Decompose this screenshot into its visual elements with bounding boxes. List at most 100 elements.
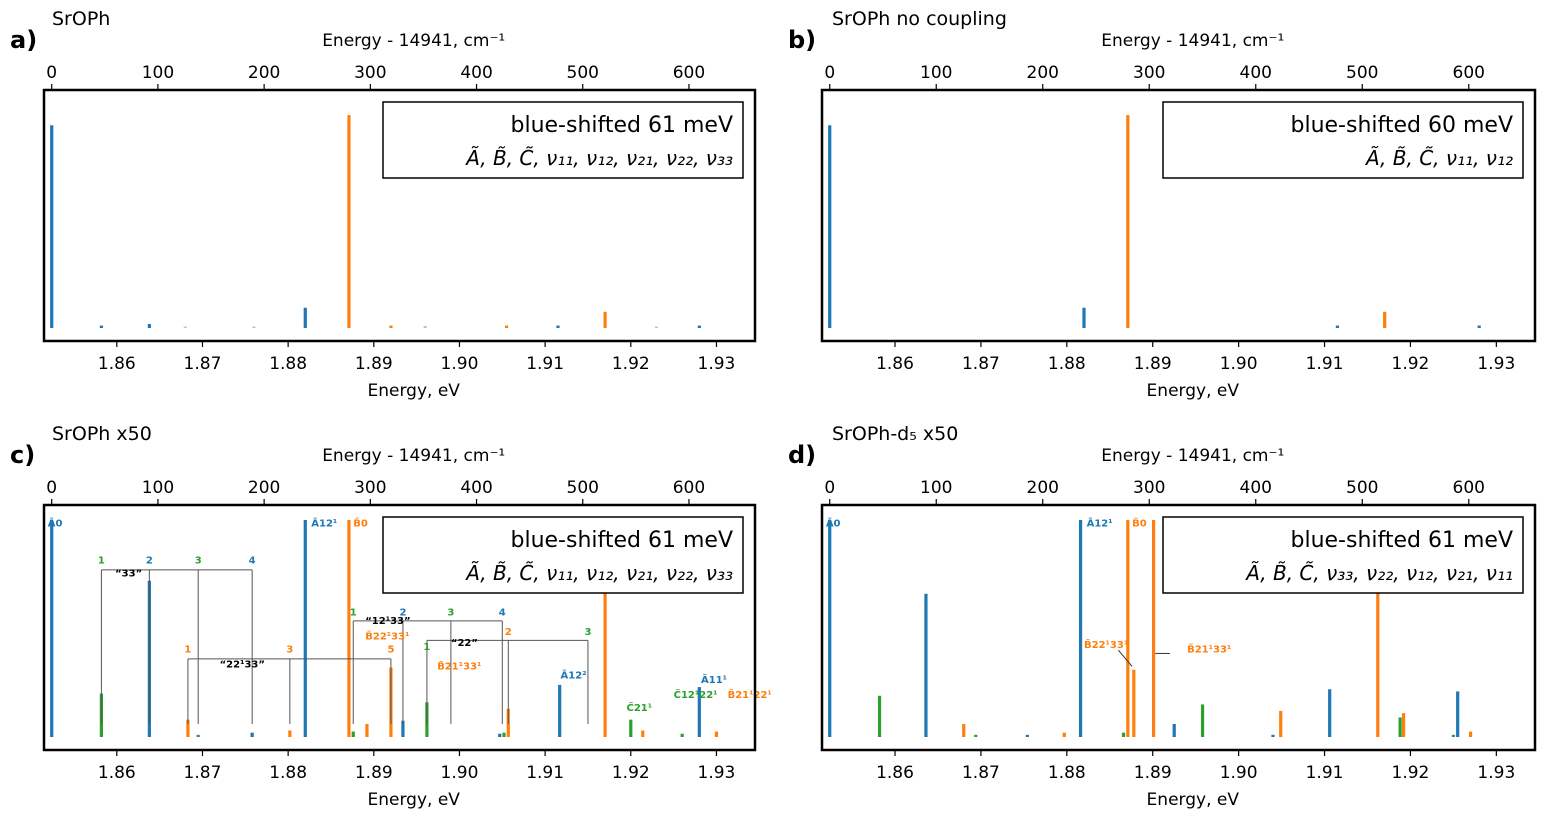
x-tick-label-4: 1.90 — [441, 763, 479, 783]
x-tick-label-4: 1.90 — [1220, 354, 1258, 374]
x-tick-label-0: 1.86 — [876, 354, 914, 374]
bar-blue-2 — [1025, 734, 1029, 737]
bar-blue-6 — [558, 684, 562, 737]
x-axis-label: Energy, eV — [368, 381, 461, 401]
bar-green-2 — [1121, 732, 1126, 737]
x-tick-label-1: 1.87 — [184, 763, 222, 783]
bar-orange-3 — [365, 723, 369, 737]
x2-tick-label-2: 200 — [248, 478, 280, 498]
annotation-12: “12¹33” — [365, 616, 410, 627]
annotation-0: Ã0 — [826, 517, 841, 530]
annotation-27: 2 — [505, 627, 512, 638]
legend-line-2: Ã, B̃, C̃, ν₁₁, ν₁₂, ν₂₁, ν₂₂, ν₃₃ — [464, 561, 733, 585]
x2-tick-label-5: 500 — [567, 63, 599, 83]
bar-orange-2 — [1126, 520, 1130, 737]
bar-light-3 — [654, 326, 659, 328]
panel-title: SrOPh x50 — [52, 423, 152, 445]
panel-label: a) — [10, 26, 37, 54]
x-tick-label-7: 1.93 — [698, 354, 736, 374]
plot-frame — [820, 503, 1537, 752]
annotation-16: 2 — [146, 555, 153, 566]
bar-orange-8 — [1468, 731, 1473, 737]
x2-tick-label-6: 600 — [1453, 63, 1485, 83]
x-tick-label-0: 1.86 — [98, 354, 136, 374]
x-tick-label-6: 1.92 — [1392, 354, 1430, 374]
x-tick-label-5: 1.91 — [526, 763, 564, 783]
x-tick-label-3: 1.89 — [1134, 763, 1172, 783]
x-tick-label-1: 1.87 — [184, 354, 222, 374]
bar-orange-5 — [1279, 710, 1283, 737]
bar-blue-0 — [50, 520, 54, 737]
x-tick-label-7: 1.93 — [1477, 763, 1515, 783]
panel-label: d) — [788, 441, 816, 469]
x2-tick-label-0: 0 — [824, 63, 835, 83]
bar-blue-6 — [1328, 689, 1332, 737]
bar-orange-3 — [1132, 669, 1136, 737]
bar-light-2 — [423, 325, 427, 328]
x2-tick-label-4: 400 — [460, 478, 492, 498]
x2-tick-label-6: 600 — [1453, 478, 1485, 498]
plot-frame — [42, 88, 757, 343]
x2-tick-label-1: 100 — [142, 478, 174, 498]
panel-c: c)SrOPh x50Ã0Ã12¹B̃0B̃12¹Ã12²Ã11¹C̃21¹C̃… — [10, 423, 772, 810]
bar-green-5 — [629, 719, 633, 737]
panel-label: b) — [788, 26, 816, 54]
panel-b: b) SrOPh no coupling 1.86 1.87 1.88 1.89 1.90 1… — [788, 8, 1537, 401]
bar-blue-3 — [1477, 325, 1481, 328]
bar-orange-1 — [1062, 732, 1066, 737]
x2-tick-label-5: 500 — [1346, 478, 1378, 498]
panel-label: c) — [10, 441, 35, 469]
panel-title: SrOPh — [52, 8, 110, 30]
bar-blue-4 — [401, 720, 405, 737]
bar-blue-4 — [556, 325, 560, 328]
x-tick-label-6: 1.92 — [612, 763, 650, 783]
x2-axis-label: Energy - 14941, cm⁻¹ — [322, 446, 505, 466]
x2-tick-label-3: 300 — [1133, 63, 1165, 83]
x-axis-label: Energy, eV — [368, 790, 461, 810]
x2-tick-label-5: 500 — [567, 478, 599, 498]
annotation-15: 1 — [98, 555, 105, 566]
bar-orange-2 — [504, 325, 509, 328]
legend-line-1: blue-shifted 61 meV — [511, 113, 734, 138]
x2-tick-label-6: 600 — [673, 63, 705, 83]
bar-blue-2 — [1335, 325, 1340, 328]
annotation-22: 1 — [350, 607, 357, 618]
x-tick-label-2: 1.88 — [269, 763, 307, 783]
bar-green-4 — [502, 732, 506, 737]
bar-orange-6 — [1376, 520, 1380, 737]
legend-line-2: Ã, B̃, C̃, ν₁₁, ν₁₂ — [1364, 146, 1513, 170]
bar-green-0 — [877, 695, 882, 737]
x2-tick-label-6: 600 — [673, 478, 705, 498]
bar-blue-0 — [828, 125, 832, 328]
legend-line-1: blue-shifted 61 meV — [511, 528, 734, 553]
x-axis-label: Energy, eV — [1147, 790, 1240, 810]
annotation-8: B̃21¹22¹ — [728, 688, 772, 701]
bar-orange-0 — [962, 723, 966, 737]
x-tick-label-4: 1.90 — [1220, 763, 1258, 783]
bar-orange-7 — [641, 730, 645, 737]
x-tick-label-7: 1.93 — [698, 763, 736, 783]
x-tick-label-7: 1.93 — [1477, 354, 1515, 374]
bar-green-2 — [351, 731, 355, 737]
x-tick-label-1: 1.87 — [962, 354, 1000, 374]
bar-blue-0 — [50, 125, 54, 328]
bar-light-0 — [183, 326, 187, 328]
bar-blue-1 — [924, 593, 928, 737]
bar-orange-6 — [603, 520, 607, 737]
annotation-23: 2 — [399, 607, 406, 618]
annotation-25: 4 — [499, 607, 506, 618]
x2-axis-label: Energy - 14941, cm⁻¹ — [1101, 31, 1284, 51]
x-tick-label-2: 1.88 — [1048, 354, 1086, 374]
bar-orange-1 — [288, 730, 292, 737]
annotation-26: 1 — [423, 642, 430, 653]
annotation-9: B̃21¹33¹ — [437, 660, 481, 673]
legend-line-1: blue-shifted 60 meV — [1291, 113, 1514, 138]
plot-frame — [820, 88, 1537, 343]
bar-green-1 — [196, 734, 200, 737]
legend-box — [1162, 516, 1524, 594]
x-tick-label-2: 1.88 — [1048, 763, 1086, 783]
bar-blue-7 — [697, 687, 701, 737]
annotation-1: Ã12¹ — [311, 517, 337, 530]
bar-blue-1 — [1082, 307, 1086, 328]
